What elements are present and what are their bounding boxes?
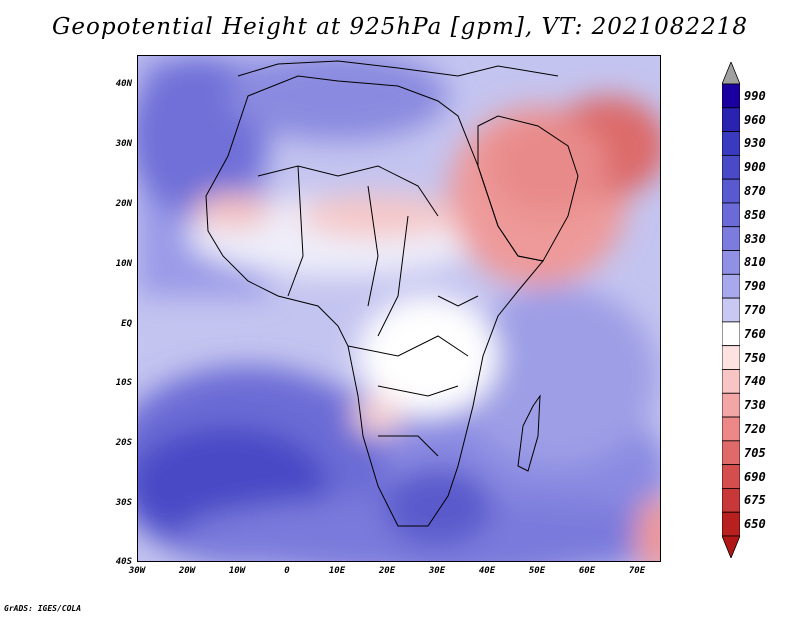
colorbar-label: 930 bbox=[744, 136, 766, 151]
colorbar-swatch bbox=[722, 273, 740, 299]
colorbar-swatch bbox=[722, 416, 740, 442]
colorbar-swatch bbox=[722, 297, 740, 323]
colorbar-swatch bbox=[722, 488, 740, 513]
colorbar-label: 990 bbox=[744, 88, 766, 103]
lat-label-10n: 10N bbox=[115, 259, 132, 269]
colorbar-label: 730 bbox=[744, 398, 766, 413]
grads-credit: GrADS: IGES/COLA bbox=[4, 604, 82, 613]
colorbar-swatch bbox=[722, 226, 740, 251]
colorbar-label: 790 bbox=[744, 279, 766, 294]
lat-label-40s: 40S bbox=[115, 557, 132, 567]
lon-label-20w: 20W bbox=[178, 566, 196, 576]
lat-label-30n: 30N bbox=[115, 139, 132, 149]
colorbar-label: 740 bbox=[744, 374, 766, 389]
colorbar-label: 870 bbox=[744, 184, 766, 199]
colorbar-top-arrow bbox=[722, 62, 740, 85]
colorbar-swatch bbox=[722, 511, 740, 537]
colorbar-label: 690 bbox=[744, 469, 766, 484]
colorbar-label: 810 bbox=[744, 255, 766, 270]
colorbar-swatch bbox=[722, 178, 740, 204]
colorbar-label: 830 bbox=[744, 231, 766, 246]
lon-label-30e: 30E bbox=[428, 566, 446, 576]
lon-label-40e: 40E bbox=[478, 566, 496, 576]
lon-label-50e: 50E bbox=[528, 566, 546, 576]
lon-label-0: 0 bbox=[284, 566, 290, 576]
lon-label-10e: 10E bbox=[328, 566, 346, 576]
colorbar-swatch bbox=[722, 154, 740, 180]
chart-title: Geopotential Height at 925hPa [gpm], VT:… bbox=[52, 14, 748, 40]
lat-label-20s: 20S bbox=[115, 438, 132, 448]
colorbar-swatch bbox=[722, 392, 740, 418]
lon-label-30w: 30W bbox=[128, 566, 146, 576]
colorbar-swatch bbox=[722, 107, 740, 132]
colorbar-label: 675 bbox=[744, 493, 766, 508]
lon-label-60e: 60E bbox=[578, 566, 596, 576]
geopotential-map bbox=[138, 56, 660, 561]
colorbar-swatch bbox=[722, 83, 740, 109]
colorbar-swatch bbox=[722, 250, 740, 275]
colorbar-swatch bbox=[722, 369, 740, 394]
lon-label-70e: 70E bbox=[628, 566, 646, 576]
lon-label-10w: 10W bbox=[228, 566, 246, 576]
colorbar-swatch bbox=[722, 440, 740, 466]
colorbar-label: 720 bbox=[744, 421, 766, 436]
lat-label-10s: 10S bbox=[115, 378, 132, 388]
map-panel bbox=[137, 55, 661, 562]
colorbar-label: 960 bbox=[744, 112, 766, 127]
colorbar-swatch bbox=[722, 202, 740, 228]
colorbar-label: 750 bbox=[744, 350, 766, 365]
colorbar-label: 900 bbox=[744, 160, 766, 175]
lat-label-20n: 20N bbox=[115, 199, 132, 209]
colorbar-label: 650 bbox=[744, 517, 766, 532]
colorbar-label: 760 bbox=[744, 326, 766, 341]
colorbar-swatch bbox=[722, 464, 740, 489]
lon-label-20e: 20E bbox=[378, 566, 396, 576]
lat-label-30s: 30S bbox=[115, 498, 132, 508]
colorbar-swatch bbox=[722, 131, 740, 156]
lat-label-eq: EQ bbox=[121, 319, 132, 329]
colorbar-swatch bbox=[722, 321, 740, 347]
lat-label-40n: 40N bbox=[115, 79, 132, 89]
colorbar-swatch bbox=[722, 345, 740, 370]
colorbar-label: 850 bbox=[744, 207, 766, 222]
colorbar-label: 705 bbox=[744, 445, 766, 460]
colorbar-bottom-arrow bbox=[722, 535, 740, 558]
colorbar bbox=[722, 62, 740, 558]
colorbar-label: 770 bbox=[744, 303, 766, 317]
